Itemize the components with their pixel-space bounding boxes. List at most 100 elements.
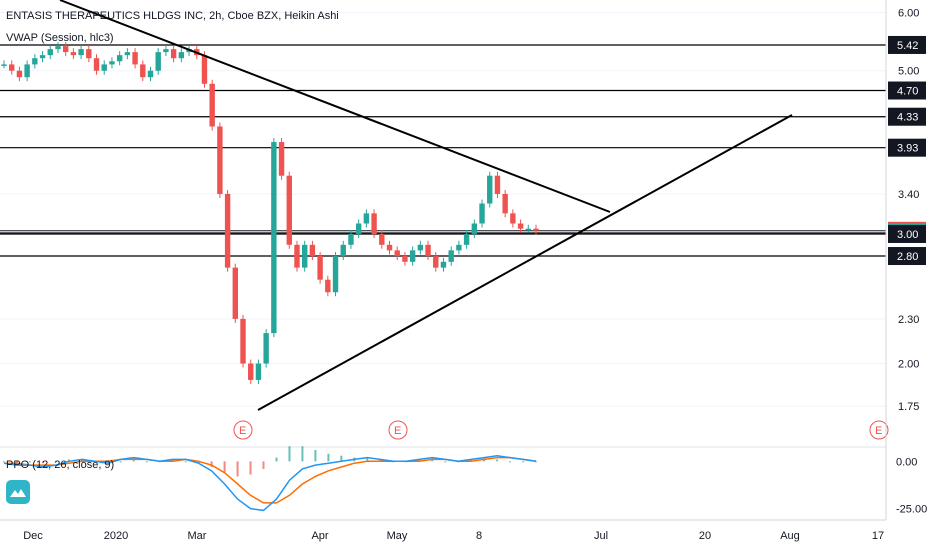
candle-body — [479, 203, 485, 224]
candle-body — [440, 261, 447, 268]
candle-body — [340, 244, 346, 257]
time-tick-label: 17 — [872, 530, 884, 542]
time-tick-label: Dec — [23, 530, 43, 542]
candle-body — [286, 175, 292, 245]
candle-body — [263, 333, 269, 364]
candle-body — [433, 256, 439, 268]
candle-body — [39, 55, 46, 59]
candle-body — [355, 223, 362, 234]
ppo-histogram-bar — [132, 459, 135, 462]
candle-body — [62, 46, 69, 53]
chart-grid — [0, 11, 886, 407]
trendlines — [59, 0, 793, 411]
ppo-histogram-bar — [54, 461, 57, 463]
candle-body — [332, 256, 339, 293]
candle-body — [240, 318, 246, 364]
candle-body — [132, 52, 138, 65]
candle-body — [309, 244, 316, 257]
candle-body — [255, 363, 262, 380]
candle-body — [348, 233, 354, 245]
candle-body — [317, 256, 323, 280]
candle-body — [155, 52, 161, 71]
ppo-histogram-bar — [340, 455, 343, 462]
earnings-marker — [233, 420, 253, 440]
ppo-histogram-bar — [431, 459, 434, 462]
ppo-histogram-bar — [184, 461, 187, 463]
level-price-tag-label: 2.80 — [897, 251, 918, 263]
tradingview-logo-icon[interactable] — [6, 480, 30, 504]
time-axis[interactable]: Dec 2020 Mar Apr May 8 Jul 20 Aug 17 — [23, 530, 884, 542]
candle-body — [294, 244, 300, 268]
candle-body — [471, 223, 478, 234]
candle-body — [301, 244, 308, 268]
ppo-histogram-bar — [327, 453, 330, 462]
candle-body — [116, 55, 123, 62]
time-tick-label: Apr — [311, 530, 328, 542]
earnings-marker-label: E — [239, 425, 246, 437]
level-price-tag-label: 4.70 — [897, 86, 918, 98]
candle-body — [201, 55, 208, 84]
level-price-tag — [888, 247, 926, 266]
price-tick-label: 2.00 — [898, 359, 919, 371]
candle-body — [394, 250, 400, 257]
ppo-histogram-bar — [379, 459, 382, 462]
ppo-histogram-bar — [236, 461, 239, 477]
ppo-histogram-bar — [106, 461, 109, 464]
candle-body — [456, 244, 462, 251]
time-tick-label: 8 — [476, 530, 482, 542]
candle-body — [425, 244, 431, 257]
candle-body — [93, 58, 100, 71]
ppo-histogram-bar — [223, 461, 226, 473]
ppo-histogram-bar — [262, 461, 265, 469]
ppo-histogram-bar — [171, 459, 174, 462]
candle-body — [70, 52, 77, 56]
time-tick-label: Jul — [594, 530, 608, 542]
candle-body — [124, 52, 131, 56]
level-price-tag — [888, 107, 926, 126]
candle-body — [209, 83, 215, 127]
candle-body — [517, 223, 524, 229]
ppo-histogram-bar — [301, 446, 304, 462]
ppo-line — [3, 454, 537, 512]
ppo-histogram-bar — [418, 459, 421, 462]
candle-body — [487, 175, 493, 204]
candle-body — [55, 46, 61, 50]
candle-body — [170, 49, 177, 59]
price-tick-label: 5.00 — [898, 66, 919, 78]
candle-body — [409, 250, 416, 262]
candle-body — [9, 64, 15, 71]
time-tick-label: May — [387, 530, 408, 542]
level-price-tag — [888, 35, 926, 54]
candle-body — [147, 70, 154, 78]
candle-body — [363, 213, 370, 224]
candle-body — [163, 49, 169, 53]
ppo-histogram-bar — [470, 459, 473, 462]
descending-trendline — [59, 0, 611, 213]
ppo-histogram-bar — [197, 461, 200, 464]
price-axis[interactable]: 6.00 5.00 3.40 2.30 2.00 1.75 5.42 4.70 4.33 3.93… — [888, 7, 927, 516]
candle-body — [86, 49, 92, 59]
candle-body — [24, 64, 30, 78]
ppo-histogram-bar — [80, 459, 83, 462]
time-tick-label: Mar — [188, 530, 207, 542]
candle-body — [248, 363, 254, 380]
ppo-tick-label: 0.00 — [896, 456, 917, 468]
candle-body — [417, 244, 424, 251]
ppo-histogram-bar — [15, 461, 18, 464]
candle-body — [510, 213, 516, 224]
level-price-tag-label: 4.33 — [897, 112, 918, 124]
candle-body — [386, 244, 393, 251]
candle-body — [533, 228, 539, 231]
ppo-histogram-bar — [119, 461, 122, 463]
earnings-marker — [388, 420, 408, 440]
candle-body — [379, 233, 385, 245]
level-price-tag — [888, 81, 926, 100]
earnings-marker-label: E — [875, 425, 882, 437]
candle-body — [271, 142, 277, 334]
price-tick-label: 3.40 — [898, 189, 919, 201]
ppo-histogram-bar — [275, 457, 278, 462]
candle-body — [78, 49, 84, 56]
candle-body — [224, 193, 231, 268]
